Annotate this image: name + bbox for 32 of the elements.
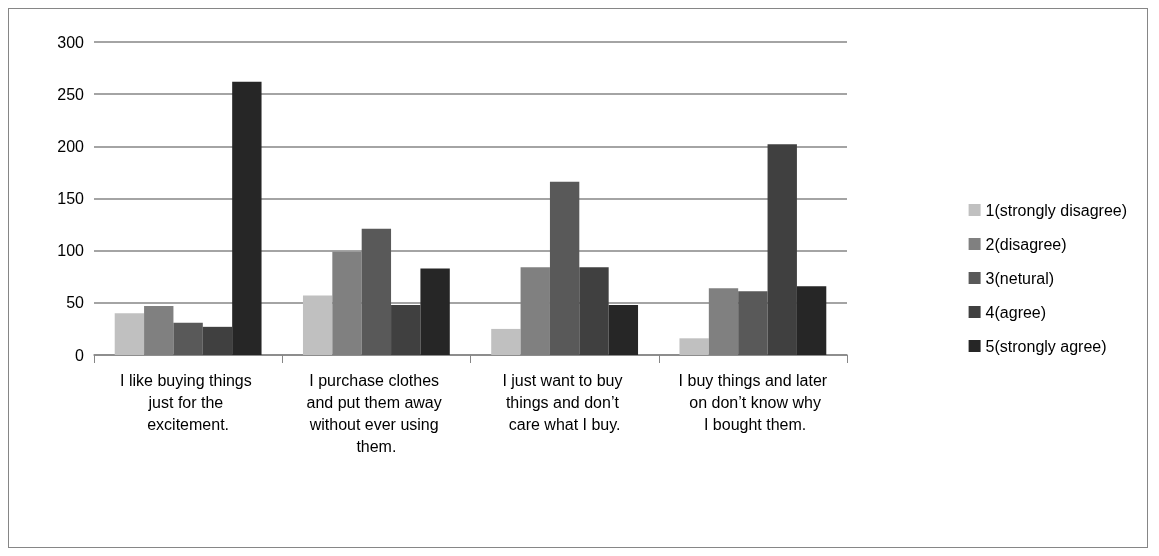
y-tick-label: 100 bbox=[57, 242, 85, 260]
x-tick-label: I purchase clothes and put them away without ever using them. bbox=[306, 371, 447, 455]
y-tick-label: 200 bbox=[57, 137, 85, 155]
y-tick-label: 150 bbox=[57, 190, 85, 207]
bar bbox=[491, 328, 521, 355]
y-tick-label: 300 bbox=[57, 33, 85, 51]
legend-label: 4(agree) bbox=[985, 303, 1047, 321]
x-tick-label: I like buying things just for the excitement. bbox=[120, 371, 257, 433]
legend-label: 2(disagree) bbox=[985, 235, 1067, 253]
bar bbox=[202, 326, 233, 355]
bar bbox=[579, 267, 609, 355]
bar bbox=[391, 304, 421, 355]
bar bbox=[679, 338, 709, 355]
bar bbox=[114, 313, 145, 355]
legend-label: 5(strongly agree) bbox=[985, 337, 1107, 355]
bar bbox=[608, 304, 639, 355]
y-tick-label: 50 bbox=[66, 294, 85, 312]
x-tick-label: I just want to buy things and don’t care what I buy. bbox=[502, 371, 627, 433]
bar bbox=[738, 291, 768, 355]
y-tick-label: 0 bbox=[75, 346, 85, 364]
x-tick-label: I buy things and later on don’t know why I bought them. bbox=[678, 371, 828, 433]
legend-label: 1(strongly disagree) bbox=[985, 201, 1128, 219]
y-tick-label: 250 bbox=[57, 85, 85, 103]
bar bbox=[302, 295, 333, 355]
bar bbox=[767, 144, 797, 355]
bar bbox=[232, 81, 262, 355]
bar bbox=[420, 268, 450, 355]
bar bbox=[173, 322, 203, 355]
bar bbox=[796, 286, 827, 355]
bar bbox=[549, 181, 580, 355]
legend-label: 3(netural) bbox=[985, 269, 1055, 287]
bar bbox=[361, 228, 392, 355]
